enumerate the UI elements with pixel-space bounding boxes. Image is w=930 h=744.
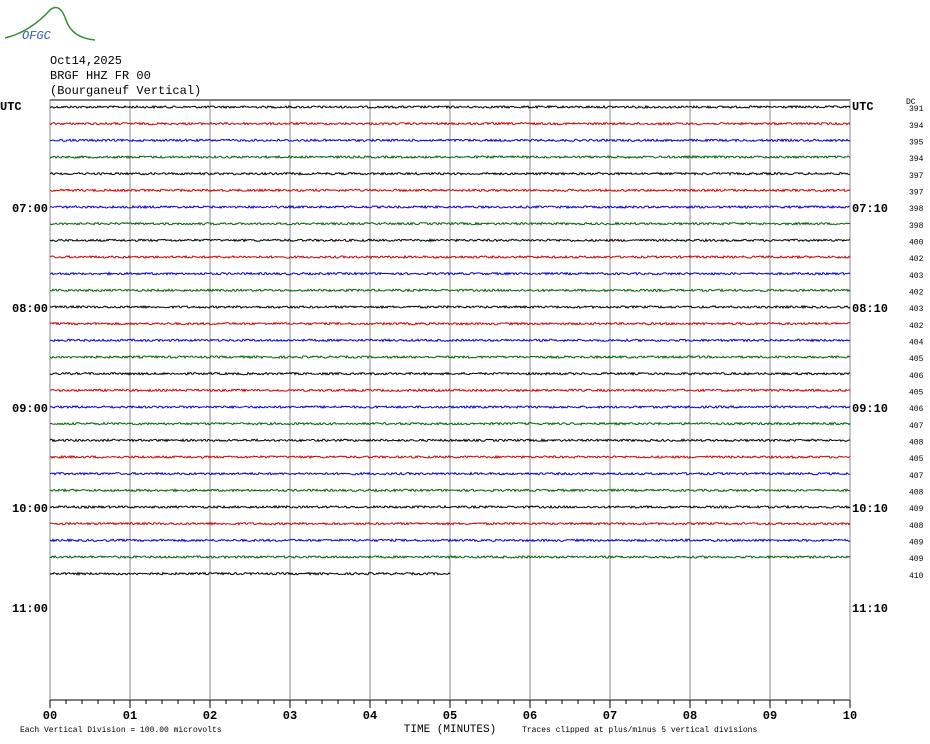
dc-value: 402 — [909, 288, 924, 297]
trace — [49, 304, 851, 310]
trace — [49, 288, 851, 293]
trace — [49, 104, 851, 110]
trace — [49, 371, 851, 376]
dc-value: 397 — [909, 188, 924, 197]
dc-value: 404 — [909, 338, 924, 347]
right-time-label: 07:10 — [852, 202, 888, 216]
x-tick-label: 06 — [523, 709, 537, 723]
dc-value: 409 — [909, 555, 924, 564]
date: Oct14,2025 — [50, 54, 122, 68]
trace — [49, 321, 851, 326]
trace — [50, 338, 851, 343]
station: BRGF HHZ FR 00 — [50, 69, 151, 83]
right-time-label: 08:10 — [852, 302, 888, 316]
dc-value: 408 — [909, 488, 924, 497]
dc-value: 407 — [909, 472, 924, 481]
dc-value: 398 — [909, 205, 924, 214]
left-time-label: UTC — [0, 100, 22, 114]
x-tick-label: 05 — [443, 709, 457, 723]
left-time-label: 09:00 — [12, 402, 48, 416]
left-time-label: 07:00 — [12, 202, 48, 216]
dc-value: 405 — [909, 455, 924, 464]
dc-header: DC — [906, 98, 916, 107]
dc-value: 403 — [909, 305, 924, 314]
trace — [49, 438, 851, 443]
left-time-label: 11:00 — [12, 602, 48, 616]
x-tick-label: 04 — [363, 709, 377, 723]
trace — [49, 154, 851, 160]
trace — [49, 471, 851, 476]
x-tick-label: 07 — [603, 709, 617, 723]
trace — [49, 138, 851, 143]
dc-value: 409 — [909, 505, 924, 514]
trace — [49, 521, 851, 526]
x-tick-label: 02 — [203, 709, 217, 723]
trace — [49, 554, 851, 560]
dc-value: 391 — [909, 105, 924, 114]
dc-value: 410 — [909, 572, 924, 581]
dc-value: 408 — [909, 522, 924, 531]
scale-note: Each Vertical Division = 100.00 microvol… — [20, 726, 222, 735]
trace — [49, 238, 851, 243]
clip-note: Traces clipped at plus/minus 5 vertical … — [522, 726, 757, 735]
dc-value: 408 — [909, 438, 924, 447]
trace — [49, 171, 851, 176]
trace — [49, 354, 851, 360]
dc-value: 409 — [909, 538, 924, 547]
x-tick-label: 03 — [283, 709, 297, 723]
logo: OFGC — [22, 29, 52, 43]
dc-value: 402 — [909, 322, 924, 331]
logo-curve — [4, 6, 96, 41]
x-tick-label: 10 — [843, 709, 857, 723]
right-time-label: 10:10 — [852, 502, 888, 516]
right-time-label: UTC — [852, 100, 874, 114]
trace — [49, 388, 851, 393]
right-time-label: 11:10 — [852, 602, 888, 616]
dc-value: 398 — [909, 222, 924, 231]
dc-value: 397 — [909, 172, 924, 181]
dc-value: 406 — [909, 372, 924, 381]
trace — [49, 404, 851, 410]
dc-value: 405 — [909, 355, 924, 364]
location: (Bourganeuf Vertical) — [50, 84, 201, 98]
dc-value: 395 — [909, 138, 924, 147]
dc-value: 400 — [909, 238, 924, 247]
trace — [49, 188, 851, 193]
dc-value: 405 — [909, 388, 924, 397]
left-time-label: 10:00 — [12, 502, 48, 516]
trace — [49, 421, 851, 426]
x-tick-label: 08 — [683, 709, 697, 723]
dc-value: 394 — [909, 155, 924, 164]
trace — [49, 121, 851, 126]
dc-value: 407 — [909, 422, 924, 431]
trace — [50, 271, 851, 276]
trace — [49, 454, 851, 460]
trace — [49, 571, 451, 576]
trace — [49, 538, 851, 543]
x-tick-label: 09 — [763, 709, 777, 723]
dc-value: 402 — [909, 255, 924, 264]
trace — [49, 488, 851, 493]
trace — [49, 221, 851, 226]
x-axis-label: TIME (MINUTES) — [404, 724, 496, 736]
dc-value: 394 — [909, 122, 924, 131]
trace — [49, 254, 851, 260]
trace — [49, 204, 850, 210]
right-time-label: 09:10 — [852, 402, 888, 416]
dc-value: 406 — [909, 405, 924, 414]
trace — [49, 504, 851, 510]
dc-value: 403 — [909, 272, 924, 281]
x-tick-label: 00 — [43, 709, 57, 723]
left-time-label: 08:00 — [12, 302, 48, 316]
x-tick-label: 01 — [123, 709, 137, 723]
